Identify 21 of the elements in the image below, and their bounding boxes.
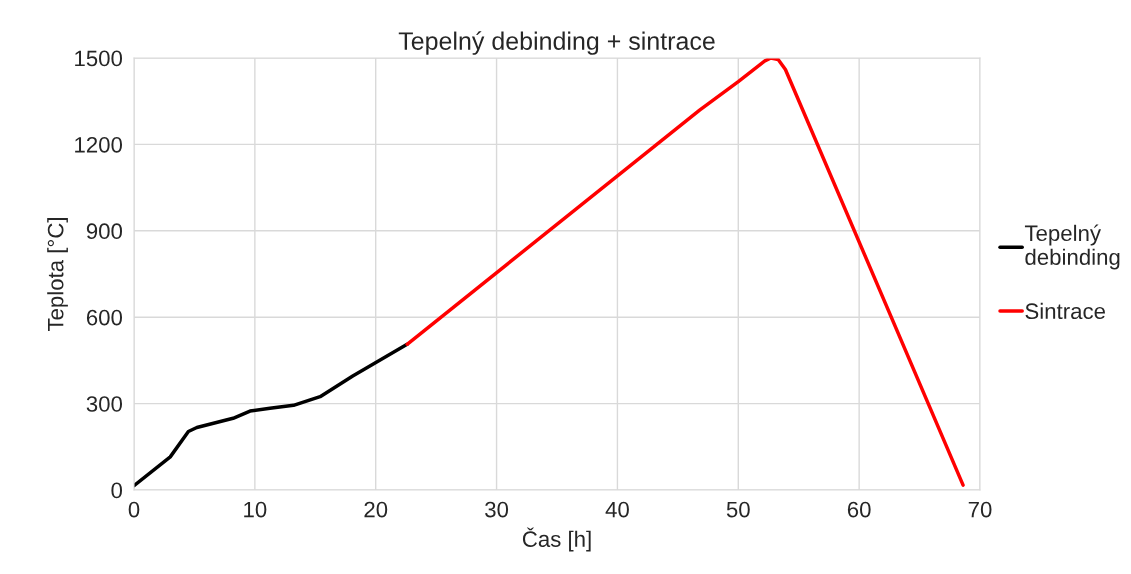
y-tick-label: 300 — [86, 396, 123, 412]
x-tick-label: 40 — [605, 501, 629, 518]
y-tick-label: 1200 — [75, 136, 123, 153]
legend-label: Tepelný debinding — [1024, 224, 1120, 270]
x-axis-title: Čas [h] — [522, 527, 591, 552]
y-axis-title: Teplota [°C] — [47, 218, 68, 332]
y-tick-label: 600 — [86, 309, 123, 326]
line-series — [134, 342, 409, 488]
y-tick-label: 1500 — [75, 50, 123, 67]
x-tick-label: 50 — [726, 501, 750, 518]
y-tick-label: 0 — [111, 482, 123, 499]
legend-label: Sintrace — [1025, 302, 1105, 320]
x-tick-label: 0 — [128, 501, 140, 518]
x-tick-label: 60 — [847, 501, 871, 518]
x-tick-label: 20 — [364, 501, 388, 518]
chart-title: Tepelný debinding + sintrace — [398, 31, 715, 55]
line-series — [405, 58, 965, 487]
x-tick-label: 30 — [485, 501, 509, 518]
y-tick-label: 900 — [86, 223, 123, 240]
x-tick-label: 10 — [244, 501, 267, 518]
x-tick-label: 70 — [968, 501, 992, 518]
